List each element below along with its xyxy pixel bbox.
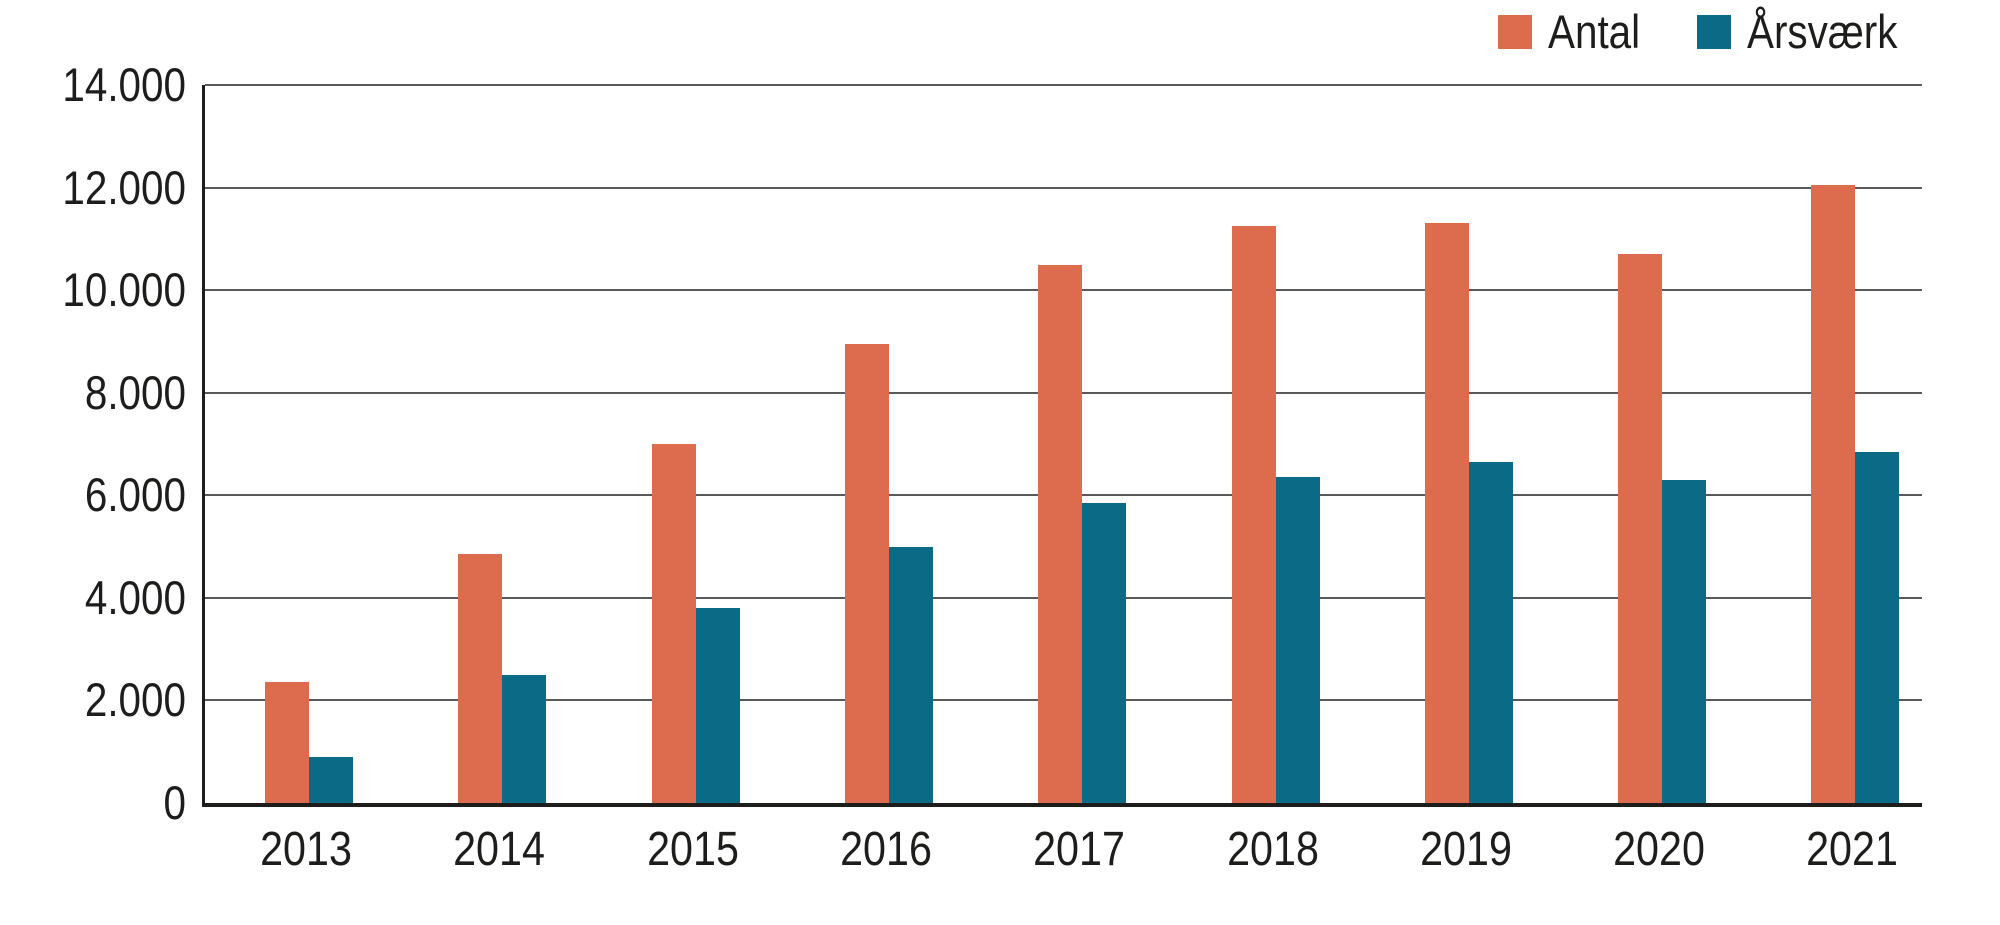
y-tick-label-10.000: 10.000 bbox=[62, 263, 186, 317]
bar-arsvaerk-2014 bbox=[502, 674, 547, 803]
bar-antal-2019 bbox=[1424, 223, 1469, 803]
legend-swatch-antal bbox=[1497, 14, 1532, 49]
bar-arsvaerk-2015 bbox=[695, 608, 740, 803]
bar-antal-2014 bbox=[458, 554, 503, 803]
y-tick-label-6.000: 6.000 bbox=[84, 468, 186, 522]
bar-arsvaerk-2020 bbox=[1662, 479, 1707, 803]
bar-antal-2015 bbox=[651, 444, 696, 803]
y-tick-label-4.000: 4.000 bbox=[84, 570, 186, 624]
bar-arsvaerk-2017 bbox=[1082, 502, 1127, 803]
x-tick-label-2017: 2017 bbox=[1033, 823, 1126, 876]
legend-label-arsvaerk: Årsværk bbox=[1747, 5, 1898, 58]
legend-item-antal: Antal bbox=[1497, 5, 1655, 58]
y-tick-label-2.000: 2.000 bbox=[84, 673, 186, 727]
legend-swatch-arsvaerk bbox=[1697, 14, 1732, 49]
bar-antal-2020 bbox=[1618, 254, 1663, 803]
chart-legend: Antal Årsværk bbox=[1497, 5, 1922, 58]
bar-antal-2017 bbox=[1038, 264, 1083, 803]
y-tick-label-0: 0 bbox=[163, 776, 186, 829]
y-tick-label-14.000: 14.000 bbox=[62, 58, 186, 111]
x-tick-label-2016: 2016 bbox=[839, 823, 932, 876]
bar-arsvaerk-2019 bbox=[1468, 461, 1513, 803]
bar-antal-2016 bbox=[844, 344, 889, 803]
gridline-12000 bbox=[205, 186, 1922, 189]
bar-antal-2021 bbox=[1811, 185, 1856, 803]
x-tick-label-2018: 2018 bbox=[1226, 823, 1319, 876]
legend-label-antal: Antal bbox=[1547, 5, 1641, 58]
bar-arsvaerk-2018 bbox=[1275, 477, 1320, 803]
x-tick-label-2015: 2015 bbox=[646, 823, 739, 876]
bar-arsvaerk-2021 bbox=[1855, 451, 1900, 803]
y-tick-label-12.000: 12.000 bbox=[62, 160, 186, 214]
bar-arsvaerk-2016 bbox=[888, 546, 933, 803]
y-tick-label-8.000: 8.000 bbox=[84, 365, 186, 419]
gridline-14000 bbox=[205, 84, 1922, 86]
legend-item-arsvaerk: Årsværk bbox=[1697, 8, 1922, 55]
plot-area bbox=[202, 84, 1922, 807]
bar-antal-2018 bbox=[1231, 226, 1276, 803]
x-tick-label-2014: 2014 bbox=[453, 823, 546, 876]
x-tick-label-2021: 2021 bbox=[1806, 823, 1899, 876]
bar-antal-2013 bbox=[265, 682, 309, 803]
bar-arsvaerk-2013 bbox=[309, 756, 353, 803]
x-tick-label-2013: 2013 bbox=[260, 823, 352, 876]
x-tick-label-2020: 2020 bbox=[1613, 823, 1706, 876]
x-tick-label-2019: 2019 bbox=[1419, 823, 1512, 876]
